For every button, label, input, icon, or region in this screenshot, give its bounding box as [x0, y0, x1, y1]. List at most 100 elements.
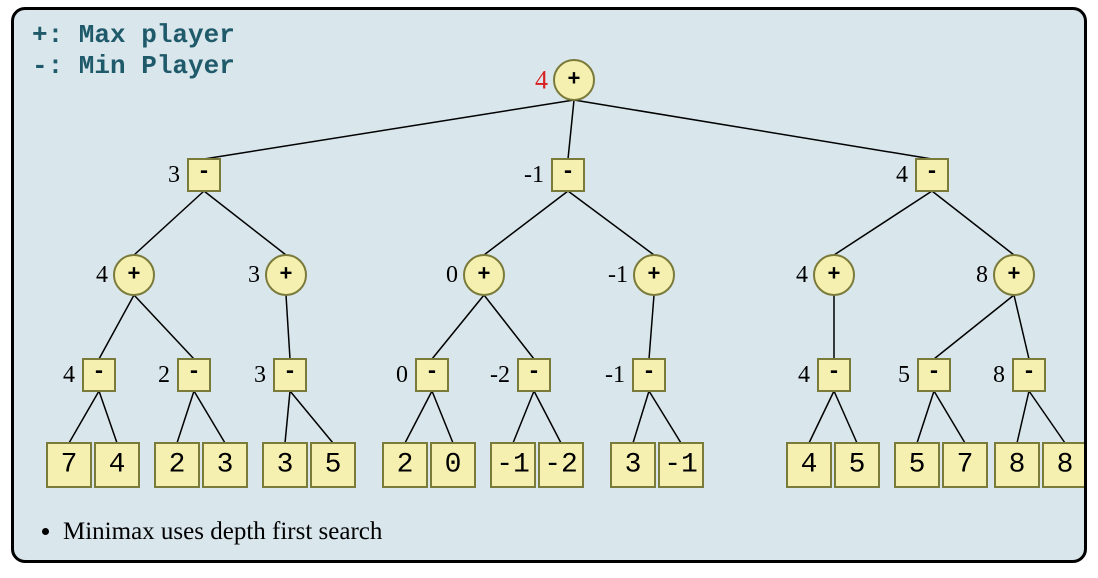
tree-node: -4: [798, 359, 850, 391]
tree-node: -1: [491, 443, 535, 487]
node-symbol: -: [561, 160, 574, 185]
node-value: -2: [490, 362, 510, 388]
tree-edge: [574, 100, 932, 159]
tree-node: 8: [995, 443, 1039, 487]
leaf-value: 2: [397, 450, 414, 481]
tree-edge: [194, 391, 225, 443]
tree-edge: [99, 391, 117, 443]
node-value: 5: [898, 362, 910, 388]
tree-edge: [285, 391, 290, 443]
node-value: 4: [796, 262, 808, 288]
tree-node: -3: [254, 359, 306, 391]
tree-edge: [633, 391, 649, 443]
tree-node: 7: [943, 443, 987, 487]
leaf-value: 0: [445, 450, 462, 481]
node-symbol: -: [197, 160, 210, 185]
tree-edge: [1029, 391, 1065, 443]
node-symbol: -: [187, 360, 200, 385]
tree-node: 2: [155, 443, 199, 487]
tree-node: 4: [787, 443, 831, 487]
tree-edge: [917, 391, 934, 443]
node-value: 4: [63, 362, 75, 388]
node-symbol: -: [925, 160, 938, 185]
node-symbol: -: [425, 360, 438, 385]
leaf-value: -1: [664, 450, 698, 481]
leaf-value: 8: [1057, 450, 1074, 481]
footnote-text: Minimax uses depth first search: [63, 518, 382, 545]
tree-edge: [649, 295, 654, 359]
tree-edge: [568, 100, 574, 159]
node-symbol: -: [642, 360, 655, 385]
leaf-value: 7: [61, 450, 78, 481]
tree-edge: [204, 100, 574, 159]
tree-edge: [290, 391, 333, 443]
edges-layer: [69, 100, 1065, 443]
tree-node: +3: [248, 255, 306, 295]
tree-edge: [134, 191, 204, 255]
tree-node: -3: [168, 159, 220, 191]
tree-node: + -1: [608, 255, 674, 295]
node-value: -1: [524, 162, 544, 188]
tree-node: 3: [263, 443, 307, 487]
tree-node: -8: [993, 359, 1045, 391]
leaf-value: 5: [849, 450, 866, 481]
node-symbol: -: [283, 360, 296, 385]
node-value: 4: [535, 66, 548, 95]
leaf-value: 2: [169, 450, 186, 481]
tree-edge: [534, 391, 561, 443]
leaf-value: -1: [496, 450, 530, 481]
tree-edge: [134, 295, 194, 359]
tree-node: --1: [524, 159, 584, 191]
node-symbol: +: [477, 263, 490, 288]
tree-node: +4: [796, 255, 854, 295]
node-symbol: +: [127, 263, 140, 288]
tree-node: +8: [976, 255, 1034, 295]
node-symbol: -: [927, 360, 940, 385]
minimax-tree: +4-3--1-4+4+3+0+-1+4+8-4-2-3-0--2--1-4-5…: [14, 10, 1084, 520]
leaf-value: 8: [1009, 450, 1026, 481]
node-symbol: +: [647, 263, 660, 288]
leaf-value: 7: [957, 450, 974, 481]
tree-edge: [432, 295, 484, 359]
leaf-value: 3: [277, 450, 294, 481]
node-symbol: -: [527, 360, 540, 385]
node-symbol: +: [567, 68, 580, 93]
tree-node: -2: [158, 359, 210, 391]
tree-node: 4: [95, 443, 139, 487]
leaf-value: 3: [625, 450, 642, 481]
leaf-value: 4: [801, 450, 818, 481]
tree-edge: [286, 295, 290, 359]
node-value: 4: [96, 262, 108, 288]
tree-node: --2: [490, 359, 550, 391]
leaf-value: -2: [544, 450, 578, 481]
tree-edge: [204, 191, 286, 255]
tree-edge: [484, 295, 534, 359]
leaf-value: 5: [909, 450, 926, 481]
node-value: 3: [168, 162, 180, 188]
tree-node: 2: [383, 443, 427, 487]
tree-node: -2: [539, 443, 583, 487]
tree-node: +4: [535, 60, 594, 100]
tree-node: 5: [895, 443, 939, 487]
tree-edge: [69, 391, 99, 443]
node-value: 4: [896, 162, 908, 188]
tree-node: -4: [896, 159, 948, 191]
node-value: 0: [396, 362, 408, 388]
tree-edge: [932, 191, 1014, 255]
tree-edge: [432, 391, 453, 443]
node-value: 4: [798, 362, 810, 388]
node-value: 2: [158, 362, 170, 388]
node-symbol: +: [1007, 263, 1020, 288]
leaf-value: 4: [109, 450, 126, 481]
node-value: -1: [608, 262, 628, 288]
node-value: 3: [248, 262, 260, 288]
tree-node: 5: [311, 443, 355, 487]
tree-edge: [568, 191, 654, 255]
tree-edge: [405, 391, 432, 443]
tree-node: 0: [431, 443, 475, 487]
tree-node: --1: [605, 359, 665, 391]
tree-edge: [834, 191, 932, 255]
tree-node: 3: [611, 443, 655, 487]
node-symbol: -: [92, 360, 105, 385]
node-value: -1: [605, 362, 625, 388]
